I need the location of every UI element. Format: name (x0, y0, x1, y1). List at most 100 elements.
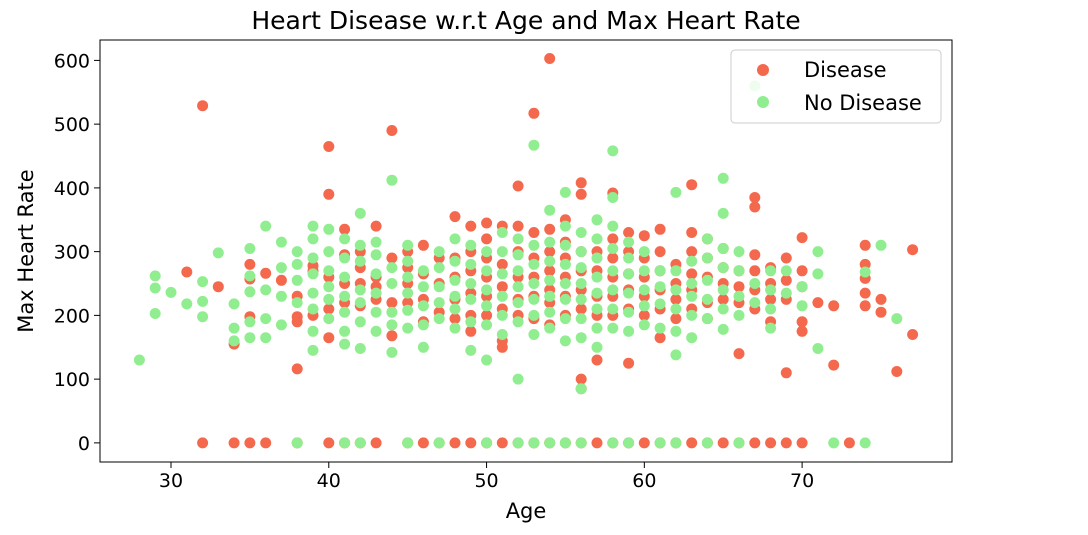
data-point-no-disease (670, 437, 682, 449)
data-point-no-disease (812, 268, 824, 280)
data-point-disease (591, 354, 603, 366)
data-point-no-disease (449, 255, 461, 267)
data-point-no-disease (481, 246, 493, 258)
data-point-no-disease (528, 437, 540, 449)
data-point-no-disease (591, 303, 603, 315)
data-point-no-disease (717, 262, 729, 274)
data-point-disease (749, 201, 761, 213)
data-point-no-disease (701, 293, 713, 305)
data-point-no-disease (465, 278, 477, 289)
data-point-disease (733, 348, 745, 360)
data-point-no-disease (370, 287, 382, 299)
data-point-no-disease (559, 293, 571, 305)
data-point-no-disease (449, 233, 461, 245)
data-point-no-disease (465, 316, 477, 328)
data-point-no-disease (686, 278, 698, 289)
data-point-no-disease (717, 207, 729, 219)
legend: Disease No Disease (730, 49, 942, 124)
data-point-no-disease (733, 309, 745, 321)
data-point-disease (654, 246, 666, 258)
data-point-disease (481, 217, 493, 229)
data-point-disease (370, 220, 382, 232)
data-point-disease (686, 227, 698, 238)
data-point-disease (323, 141, 335, 152)
data-point-no-disease (812, 343, 824, 354)
data-point-no-disease (828, 437, 840, 449)
data-point-no-disease (496, 309, 508, 321)
data-point-no-disease (496, 227, 508, 238)
data-point-no-disease (323, 223, 335, 235)
data-point-no-disease (796, 300, 808, 312)
data-point-no-disease (465, 258, 477, 270)
data-point-no-disease (354, 316, 366, 328)
data-point-disease (449, 211, 461, 223)
data-point-no-disease (212, 247, 224, 259)
data-point-disease (765, 293, 777, 305)
data-point-no-disease (575, 278, 587, 289)
data-point-no-disease (339, 233, 351, 245)
data-point-no-disease (244, 286, 256, 298)
data-point-disease (780, 252, 792, 264)
data-point-no-disease (402, 304, 414, 316)
data-point-no-disease (544, 290, 556, 302)
y-tick-label: 0 (78, 433, 90, 455)
data-point-no-disease (701, 252, 713, 264)
data-points (133, 53, 919, 449)
data-point-disease (686, 246, 698, 258)
data-point-no-disease (496, 268, 508, 280)
data-point-disease (260, 437, 272, 449)
data-point-no-disease (654, 281, 666, 293)
data-point-no-disease (717, 172, 729, 184)
data-point-no-disease (260, 284, 272, 296)
data-point-disease (244, 258, 256, 270)
data-point-disease (575, 177, 587, 189)
data-point-disease (843, 437, 855, 449)
data-point-disease (638, 230, 650, 242)
data-point-no-disease (575, 262, 587, 274)
data-point-no-disease (733, 437, 745, 449)
data-point-no-disease (559, 313, 571, 325)
x-tick-label: 60 (632, 470, 656, 492)
data-point-no-disease (638, 300, 650, 312)
data-point-no-disease (339, 306, 351, 318)
data-point-disease (212, 281, 224, 293)
data-point-no-disease (512, 437, 524, 449)
data-point-no-disease (481, 300, 493, 312)
data-point-disease (780, 437, 792, 449)
data-point-disease (512, 220, 524, 232)
data-point-no-disease (528, 309, 540, 321)
data-point-no-disease (354, 343, 366, 354)
data-point-no-disease (386, 278, 398, 289)
y-tick-label: 500 (54, 114, 90, 136)
data-point-disease (260, 267, 272, 279)
data-point-no-disease (307, 344, 319, 356)
data-point-no-disease (607, 437, 619, 449)
data-point-disease (670, 293, 682, 305)
y-tick-label: 200 (54, 305, 90, 327)
data-point-disease (575, 188, 587, 200)
data-point-disease (339, 223, 351, 235)
data-point-disease (717, 437, 729, 449)
data-point-disease (275, 274, 287, 286)
legend-marker-no-disease (757, 96, 769, 108)
data-point-disease (638, 309, 650, 321)
data-point-no-disease (260, 332, 272, 344)
y-tick-label: 100 (54, 369, 90, 391)
data-point-no-disease (402, 255, 414, 267)
data-point-no-disease (244, 332, 256, 344)
y-tick-label: 600 (54, 50, 90, 72)
data-point-disease (875, 293, 887, 305)
data-point-no-disease (654, 265, 666, 277)
data-point-no-disease (670, 265, 682, 277)
data-point-no-disease (465, 239, 477, 251)
data-point-no-disease (449, 274, 461, 286)
data-point-no-disease (559, 220, 571, 232)
data-point-no-disease (307, 325, 319, 337)
chart-title: Heart Disease w.r.t Age and Max Heart Ra… (251, 6, 800, 35)
data-point-no-disease (717, 323, 729, 335)
x-tick-label: 30 (159, 470, 183, 492)
data-point-no-disease (686, 255, 698, 267)
data-point-no-disease (197, 295, 209, 307)
data-point-disease (323, 437, 335, 449)
